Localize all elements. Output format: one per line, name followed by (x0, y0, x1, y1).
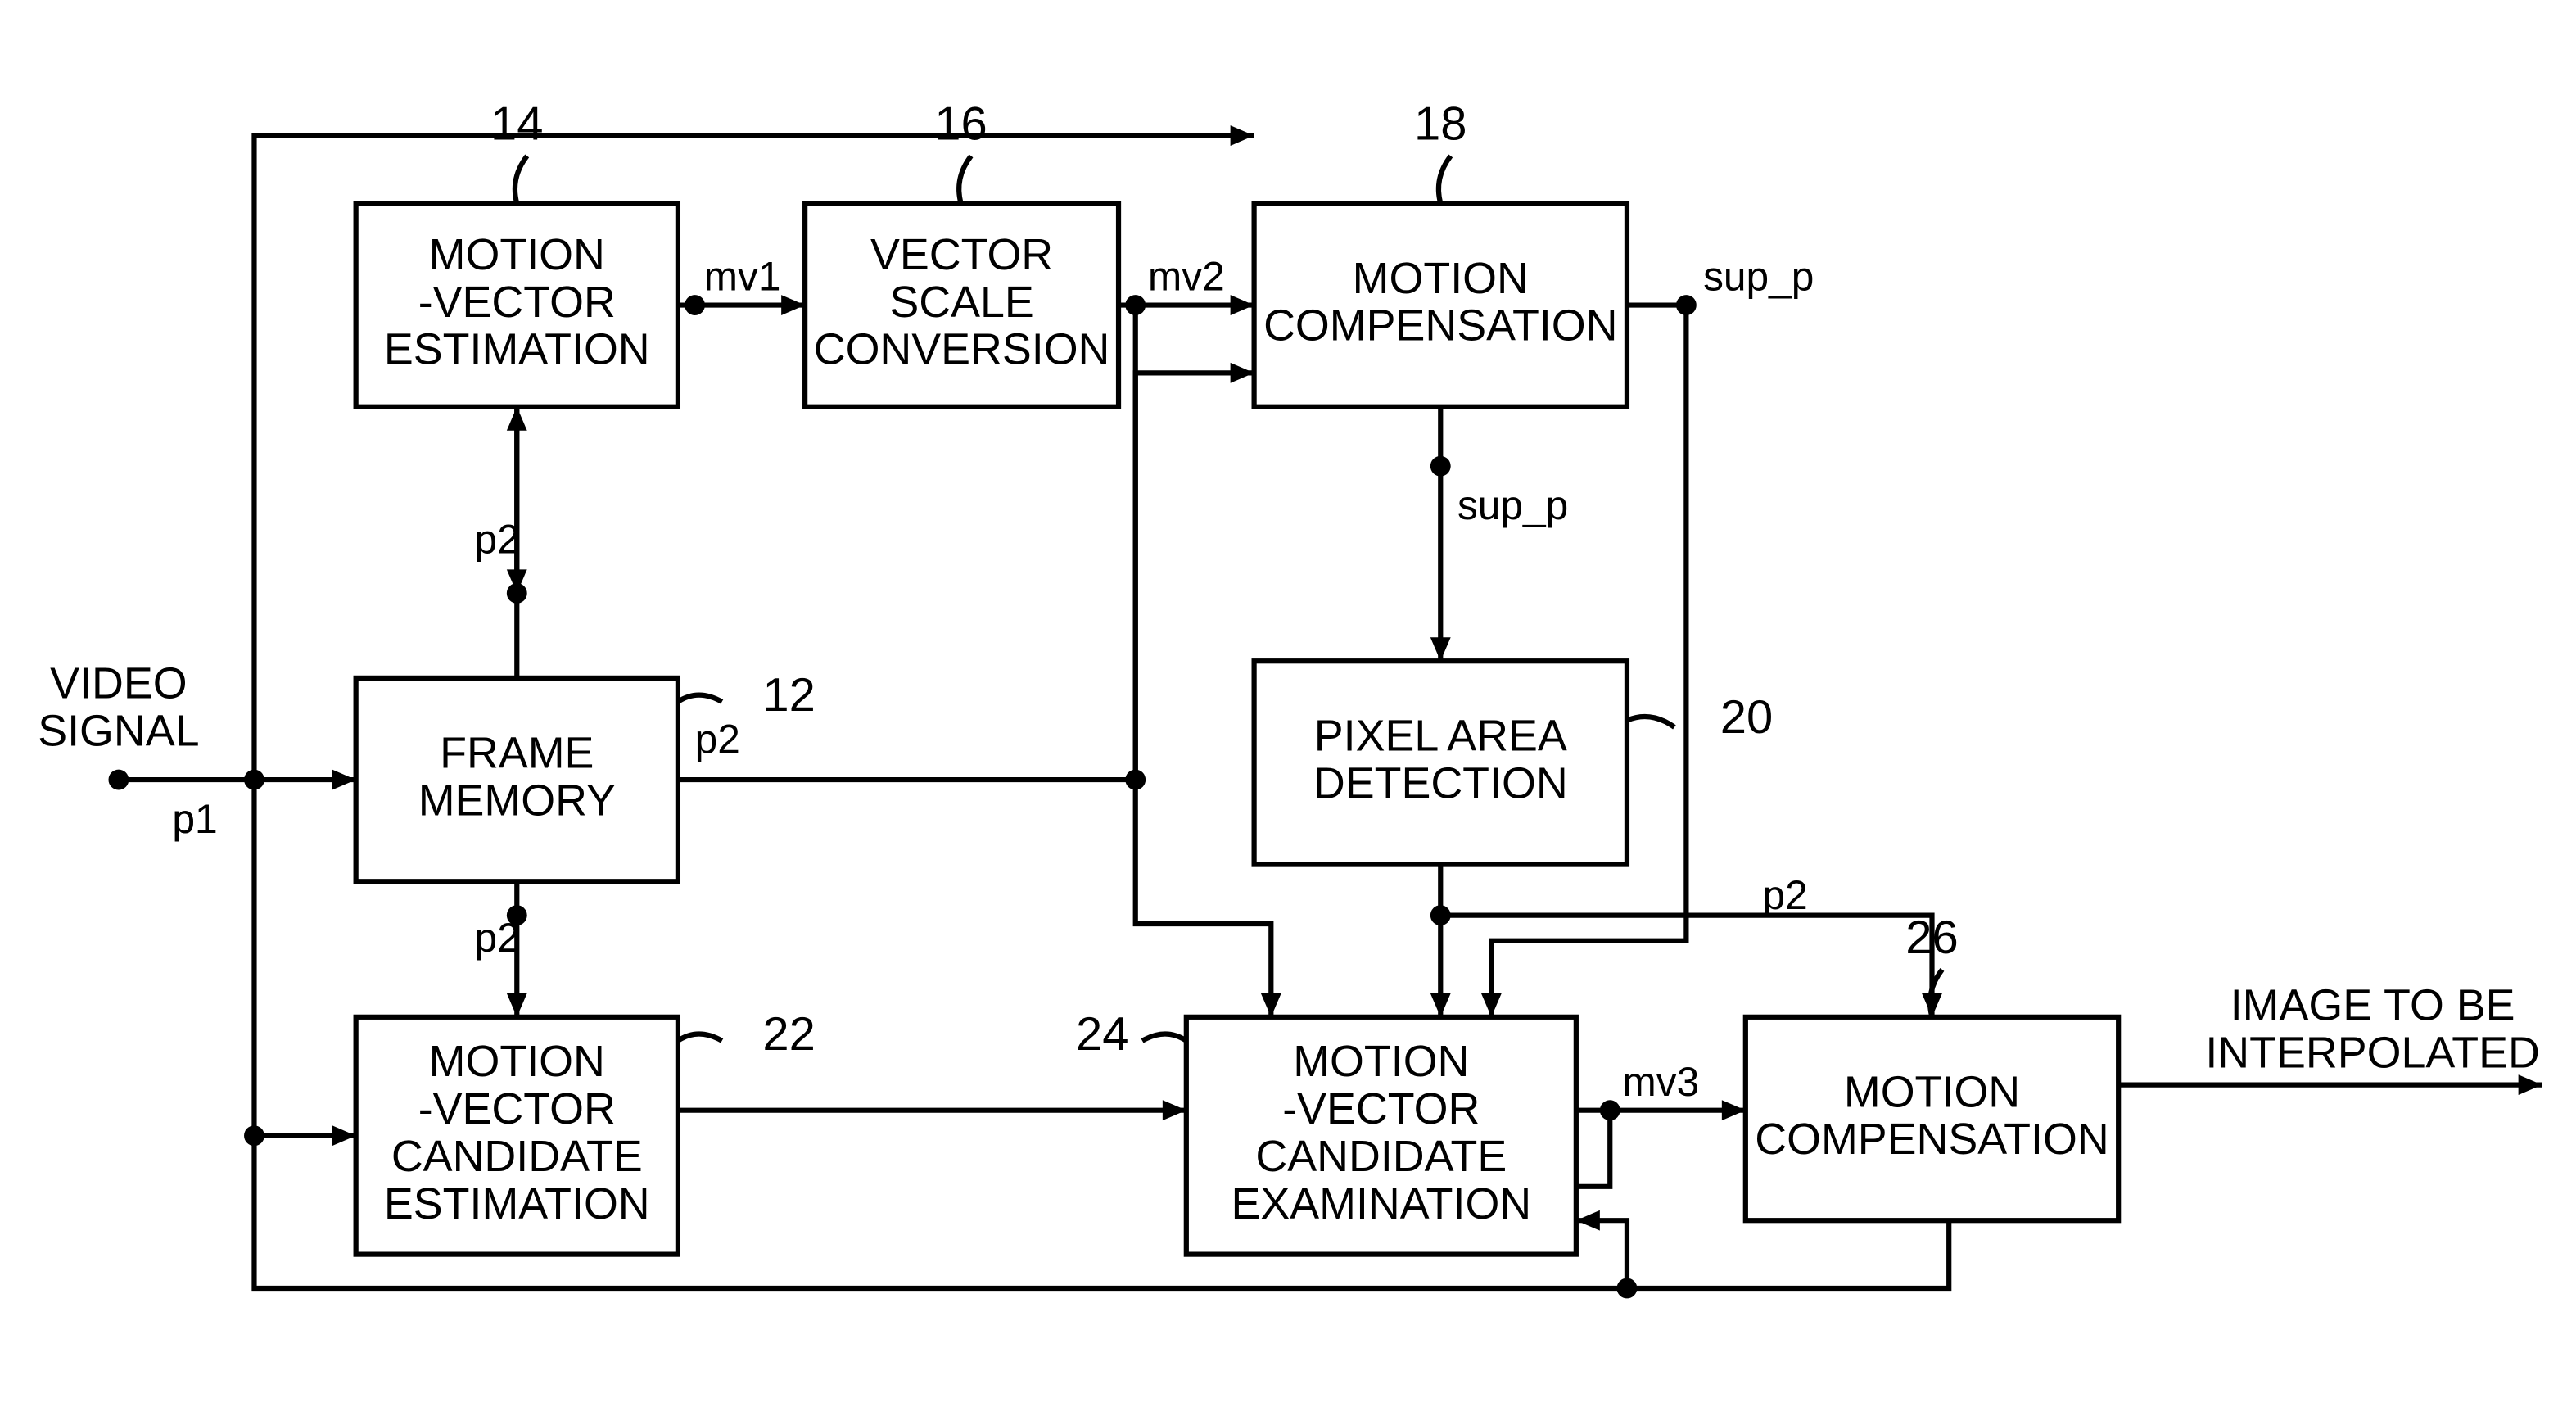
svg-text:ESTIMATION: ESTIMATION (384, 325, 650, 374)
svg-text:mv1: mv1 (704, 254, 781, 300)
svg-text:p2: p2 (475, 915, 520, 961)
svg-text:20: 20 (1720, 691, 1773, 744)
svg-text:p2: p2 (1763, 872, 1808, 918)
svg-text:MOTION: MOTION (1844, 1067, 2020, 1116)
svg-text:CANDIDATE: CANDIDATE (391, 1132, 643, 1181)
block-n14: MOTION-VECTORESTIMATION 14 (356, 98, 678, 407)
svg-text:12: 12 (762, 669, 815, 722)
svg-text:CANDIDATE: CANDIDATE (1255, 1132, 1507, 1181)
svg-text:MOTION: MOTION (429, 230, 605, 279)
svg-text:VIDEO: VIDEO (50, 658, 187, 708)
svg-text:22: 22 (762, 1008, 815, 1061)
svg-text:SCALE: SCALE (889, 278, 1033, 327)
svg-text:MOTION: MOTION (1293, 1037, 1469, 1086)
svg-text:sup_p: sup_p (1457, 482, 1568, 528)
svg-text:24: 24 (1076, 1008, 1128, 1061)
svg-text:VECTOR: VECTOR (870, 230, 1053, 279)
svg-text:EXAMINATION: EXAMINATION (1232, 1179, 1532, 1228)
svg-text:COMPENSATION: COMPENSATION (1263, 301, 1617, 351)
svg-text:mv3: mv3 (1622, 1059, 1699, 1105)
svg-text:14: 14 (490, 98, 543, 151)
svg-text:DETECTION: DETECTION (1313, 759, 1568, 808)
svg-text:-VECTOR: -VECTOR (418, 1084, 616, 1133)
svg-text:-VECTOR: -VECTOR (418, 278, 616, 327)
svg-text:-VECTOR: -VECTOR (1282, 1084, 1480, 1133)
svg-text:ESTIMATION: ESTIMATION (384, 1179, 650, 1228)
svg-text:p1: p1 (172, 796, 217, 842)
block-n20: PIXEL AREADETECTION 20 (1254, 661, 1774, 864)
svg-text:sup_p: sup_p (1703, 254, 1814, 300)
svg-text:26: 26 (1905, 912, 1958, 964)
svg-text:INTERPOLATED: INTERPOLATED (2205, 1029, 2540, 1078)
svg-text:p2: p2 (475, 516, 520, 562)
block-n24: MOTION-VECTORCANDIDATEEXAMINATION 24 (1076, 1008, 1576, 1255)
svg-text:CONVERSION: CONVERSION (814, 325, 1110, 374)
svg-text:COMPENSATION: COMPENSATION (1755, 1115, 2108, 1164)
block-n16: VECTORSCALECONVERSION 16 (805, 98, 1119, 407)
svg-text:16: 16 (934, 98, 987, 151)
svg-text:18: 18 (1414, 98, 1467, 151)
svg-text:mv2: mv2 (1148, 254, 1225, 300)
svg-text:MOTION: MOTION (429, 1037, 605, 1086)
block-n18: MOTIONCOMPENSATION 18 (1254, 98, 1627, 407)
block-n26: MOTIONCOMPENSATION 26 (1746, 912, 2118, 1220)
block-diagram: MOTION-VECTORESTIMATION14VECTORSCALECONV… (0, 0, 2576, 1356)
svg-text:SIGNAL: SIGNAL (38, 706, 199, 755)
svg-text:MOTION: MOTION (1353, 254, 1529, 303)
block-n12: FRAMEMEMORY 12 (356, 669, 816, 881)
block-n22: MOTION-VECTORCANDIDATEESTIMATION 22 (356, 1008, 816, 1255)
svg-text:IMAGE TO BE: IMAGE TO BE (2230, 981, 2515, 1030)
svg-text:FRAME: FRAME (440, 728, 594, 777)
svg-text:PIXEL AREA: PIXEL AREA (1314, 712, 1567, 761)
svg-text:p2: p2 (695, 717, 740, 762)
svg-text:MEMORY: MEMORY (418, 776, 616, 825)
